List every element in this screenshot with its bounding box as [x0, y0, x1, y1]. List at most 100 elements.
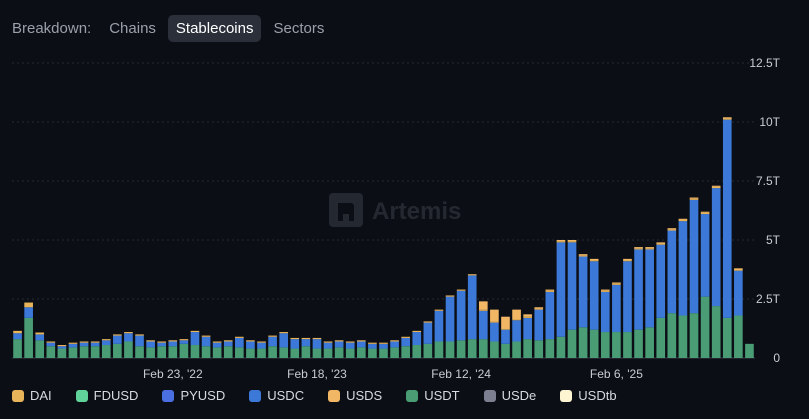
- bar-group[interactable]: [567, 240, 577, 358]
- bar-group[interactable]: [623, 258, 632, 358]
- bar-group[interactable]: [113, 334, 122, 358]
- legend-swatch-usds: [328, 389, 341, 402]
- bar-group[interactable]: [68, 342, 78, 358]
- bar-group[interactable]: [734, 268, 743, 358]
- bar-segment-usds: [678, 218, 688, 220]
- bar-segment-dai: [57, 345, 67, 347]
- bar-group[interactable]: [135, 334, 144, 358]
- bar-group[interactable]: [722, 117, 732, 358]
- legend-item-usds[interactable]: USDS: [328, 388, 382, 403]
- bar-group[interactable]: [179, 339, 189, 358]
- bar-segment-usdt: [434, 341, 444, 358]
- bar-group[interactable]: [745, 343, 754, 358]
- bar-group[interactable]: [124, 332, 133, 358]
- tab-stablecoins[interactable]: Stablecoins: [167, 14, 262, 42]
- bar-group[interactable]: [312, 337, 322, 358]
- bar-group[interactable]: [290, 337, 300, 358]
- bar-group[interactable]: [90, 341, 100, 358]
- bar-segment-usdt: [623, 332, 632, 358]
- bar-segment-dai: [401, 336, 411, 338]
- bar-group[interactable]: [212, 341, 222, 358]
- bar-segment-usdt: [257, 348, 266, 358]
- legend-item-usdc[interactable]: USDC: [249, 388, 304, 403]
- bar-group[interactable]: [711, 185, 721, 358]
- legend-item-dai[interactable]: DAI: [12, 388, 52, 403]
- bar-group[interactable]: [101, 339, 111, 358]
- bar-segment-dai: [423, 321, 433, 323]
- watermark-text: Artemis: [372, 198, 461, 225]
- legend-item-usdt[interactable]: USDT: [406, 388, 460, 403]
- legend-label-usde: USDe: [501, 388, 537, 403]
- bar-group[interactable]: [223, 340, 233, 358]
- bar-group[interactable]: [379, 342, 388, 358]
- bar-group[interactable]: [46, 341, 56, 358]
- bar-group[interactable]: [235, 336, 244, 358]
- legend-item-pyusd[interactable]: PYUSD: [162, 388, 225, 403]
- bar-group[interactable]: [345, 341, 355, 358]
- bar-group[interactable]: [678, 218, 688, 358]
- bar-segment-usds: [478, 301, 488, 310]
- bar-group[interactable]: [645, 247, 654, 358]
- bar-group[interactable]: [589, 258, 599, 358]
- bar-group[interactable]: [190, 330, 200, 358]
- bar-group[interactable]: [57, 345, 67, 358]
- bar-group[interactable]: [456, 289, 466, 358]
- bar-group[interactable]: [478, 301, 488, 358]
- bar-group[interactable]: [356, 340, 366, 358]
- bar-group[interactable]: [667, 228, 677, 358]
- bar-group[interactable]: [412, 330, 422, 358]
- bar-group[interactable]: [334, 340, 344, 358]
- bar-segment-usdt: [678, 315, 688, 358]
- bar-group[interactable]: [146, 340, 155, 358]
- bar-segment-dai: [379, 342, 388, 344]
- bar-group[interactable]: [301, 337, 311, 358]
- tab-sectors[interactable]: Sectors: [273, 19, 325, 37]
- bar-segment-usdt: [556, 336, 566, 358]
- bar-segment-dai: [179, 339, 189, 341]
- tab-chains[interactable]: Chains: [109, 19, 156, 37]
- bar-group[interactable]: [445, 295, 455, 358]
- bar-group[interactable]: [490, 309, 499, 358]
- bar-group[interactable]: [168, 340, 178, 358]
- bar-group[interactable]: [279, 332, 289, 358]
- bar-group[interactable]: [523, 314, 532, 358]
- bar-segment-dai: [290, 337, 300, 340]
- bar-group[interactable]: [24, 302, 33, 358]
- bar-group[interactable]: [501, 316, 510, 358]
- bar-group[interactable]: [534, 307, 544, 358]
- bar-segment-usdc: [157, 342, 167, 347]
- bar-group[interactable]: [423, 321, 433, 358]
- bar-group[interactable]: [700, 211, 710, 358]
- bar-group[interactable]: [246, 340, 255, 358]
- bar-group[interactable]: [13, 330, 22, 358]
- bar-group[interactable]: [257, 341, 266, 358]
- bar-group[interactable]: [612, 282, 621, 358]
- bar-group[interactable]: [35, 332, 45, 358]
- legend-item-usde[interactable]: USDe: [483, 388, 537, 403]
- bar-group[interactable]: [689, 197, 699, 358]
- bar-group[interactable]: [656, 242, 666, 358]
- bar-group[interactable]: [368, 342, 377, 358]
- bar-group[interactable]: [634, 247, 643, 358]
- bar-group[interactable]: [467, 274, 477, 358]
- bar-group[interactable]: [512, 309, 521, 358]
- bar-group[interactable]: [157, 341, 167, 358]
- bar-segment-usdt: [279, 347, 289, 358]
- bar-group[interactable]: [201, 335, 211, 358]
- bar-group[interactable]: [268, 335, 277, 358]
- bar-segment-dai: [623, 260, 632, 262]
- bar-group[interactable]: [323, 341, 333, 358]
- bar-group[interactable]: [556, 240, 566, 358]
- legend-item-usdtb[interactable]: USDtb: [560, 388, 617, 403]
- bar-segment-usdc: [623, 261, 632, 333]
- bar-group[interactable]: [578, 254, 588, 358]
- bar-group[interactable]: [434, 309, 444, 358]
- bar-group[interactable]: [545, 289, 555, 358]
- bar-group[interactable]: [79, 341, 89, 358]
- bar-segment-dai: [467, 274, 477, 276]
- legend-item-fdusd[interactable]: FDUSD: [75, 388, 138, 403]
- bar-group[interactable]: [600, 289, 610, 358]
- bar-segment-usdt: [501, 343, 510, 358]
- bar-group[interactable]: [401, 336, 411, 358]
- bar-group[interactable]: [390, 340, 399, 358]
